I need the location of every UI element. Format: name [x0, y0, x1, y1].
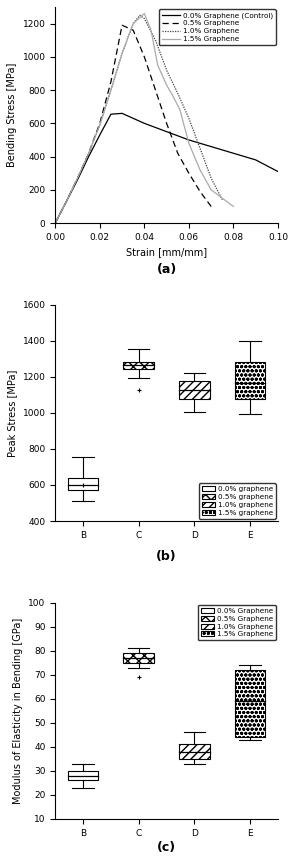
0.5% Graphene — [209, 202, 213, 212]
1.5% Graphene — [87, 148, 90, 159]
0.0% Graphene (Control) — [53, 218, 57, 228]
Line: 0.5% Graphene: 0.5% Graphene — [55, 25, 211, 223]
1.5% Graphene — [53, 218, 57, 228]
0.0% Graphene (Control) — [65, 196, 68, 207]
1.0% Graphene — [138, 10, 142, 21]
0.0% Graphene (Control) — [142, 118, 146, 129]
Y-axis label: Peak Stress [MPa]: Peak Stress [MPa] — [7, 369, 17, 456]
Line: 1.0% Graphene: 1.0% Graphene — [55, 15, 222, 223]
1.0% Graphene — [154, 35, 157, 45]
0.5% Graphene — [53, 218, 57, 228]
1.0% Graphene — [221, 195, 224, 205]
0.5% Graphene — [154, 85, 157, 95]
0.5% Graphene — [165, 118, 168, 129]
0.0% Graphene (Control) — [98, 130, 101, 140]
1.0% Graphene — [87, 148, 90, 159]
1.0% Graphene — [109, 85, 113, 95]
1.5% Graphene — [65, 196, 68, 207]
Y-axis label: Modulus of Elasticity in Bending [GPa]: Modulus of Elasticity in Bending [GPa] — [13, 618, 23, 804]
0.0% Graphene (Control) — [165, 126, 168, 136]
1.5% Graphene — [156, 60, 160, 70]
1.5% Graphene — [120, 48, 124, 58]
1.0% Graphene — [53, 218, 57, 228]
0.5% Graphene — [76, 173, 79, 184]
1.5% Graphene — [171, 92, 175, 102]
FancyBboxPatch shape — [68, 478, 99, 491]
FancyBboxPatch shape — [179, 745, 210, 758]
1.5% Graphene — [209, 184, 213, 195]
1.5% Graphene — [142, 9, 146, 19]
1.5% Graphene — [187, 138, 191, 148]
1.0% Graphene — [131, 18, 135, 28]
1.5% Graphene — [232, 202, 235, 212]
FancyBboxPatch shape — [235, 362, 266, 400]
Legend: 0.0% Graphene (Control), 0.5% Graphene, 1.0% Graphene, 1.5% Graphene: 0.0% Graphene (Control), 0.5% Graphene, … — [159, 9, 276, 45]
FancyBboxPatch shape — [123, 653, 154, 662]
Legend: 0.0% Graphene, 0.5% Graphene, 1.0% Graphene, 1.5% Graphene: 0.0% Graphene, 0.5% Graphene, 1.0% Graph… — [198, 605, 276, 640]
1.5% Graphene — [178, 105, 182, 115]
FancyBboxPatch shape — [235, 670, 266, 737]
1.0% Graphene — [98, 120, 101, 130]
0.0% Graphene (Control) — [120, 108, 124, 118]
1.0% Graphene — [120, 48, 124, 58]
1.0% Graphene — [165, 65, 168, 76]
1.0% Graphene — [65, 196, 68, 207]
0.0% Graphene (Control) — [209, 142, 213, 152]
FancyBboxPatch shape — [123, 361, 154, 369]
1.5% Graphene — [131, 18, 135, 28]
0.5% Graphene — [142, 51, 146, 62]
0.0% Graphene (Control) — [276, 166, 280, 177]
1.0% Graphene — [176, 88, 180, 99]
1.0% Graphene — [76, 173, 79, 184]
Text: (c): (c) — [157, 842, 176, 855]
FancyBboxPatch shape — [68, 770, 99, 781]
1.0% Graphene — [209, 173, 213, 184]
0.5% Graphene — [187, 168, 191, 178]
Y-axis label: Bending Stress [MPa]: Bending Stress [MPa] — [7, 63, 17, 167]
0.0% Graphene (Control) — [232, 148, 235, 159]
0.5% Graphene — [131, 25, 135, 35]
Text: (b): (b) — [156, 550, 177, 563]
0.5% Graphene — [176, 148, 180, 159]
1.0% Graphene — [142, 14, 146, 24]
0.5% Graphene — [65, 196, 68, 207]
Legend: 0.0% graphene, 0.5% graphene, 1.0% graphene, 1.5% graphene: 0.0% graphene, 0.5% graphene, 1.0% graph… — [199, 483, 276, 519]
1.5% Graphene — [165, 80, 168, 90]
0.0% Graphene (Control) — [87, 152, 90, 162]
1.5% Graphene — [149, 25, 153, 35]
0.0% Graphene (Control) — [254, 154, 258, 165]
Line: 0.0% Graphene (Control): 0.0% Graphene (Control) — [55, 113, 278, 223]
Text: (a): (a) — [156, 263, 177, 275]
1.5% Graphene — [76, 173, 79, 184]
0.0% Graphene (Control) — [187, 135, 191, 145]
Line: 1.5% Graphene: 1.5% Graphene — [55, 14, 233, 223]
0.0% Graphene (Control) — [76, 175, 79, 185]
0.5% Graphene — [98, 118, 101, 129]
0.5% Graphene — [198, 186, 202, 196]
1.5% Graphene — [109, 85, 113, 95]
X-axis label: Strain [mm/mm]: Strain [mm/mm] — [126, 247, 207, 257]
1.5% Graphene — [198, 165, 202, 175]
1.0% Graphene — [198, 143, 202, 154]
0.5% Graphene — [109, 76, 113, 87]
1.0% Graphene — [187, 113, 191, 124]
1.5% Graphene — [98, 120, 101, 130]
0.5% Graphene — [87, 148, 90, 159]
0.5% Graphene — [120, 20, 124, 30]
0.0% Graphene (Control) — [109, 109, 113, 119]
FancyBboxPatch shape — [179, 380, 210, 400]
